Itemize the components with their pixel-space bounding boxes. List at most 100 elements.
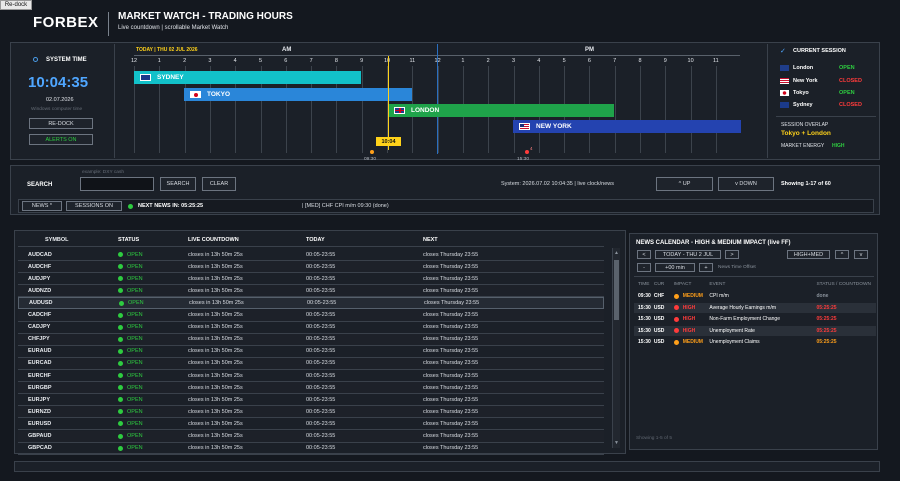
news-toggle-button[interactable]: NEWS * bbox=[22, 201, 62, 211]
table-row[interactable]: GBPAUD OPEN closes in 13h 50m 25s 00:05-23:… bbox=[18, 430, 604, 443]
row-status: OPEN bbox=[118, 397, 188, 403]
overlap-label: SESSION OVERLAP bbox=[781, 122, 829, 128]
sessions-toggle-button[interactable]: SESSIONS ON bbox=[66, 201, 122, 211]
hour-tick bbox=[336, 66, 338, 153]
status-dot-icon bbox=[119, 300, 124, 306]
status-dot-icon bbox=[118, 324, 123, 330]
row-next: closes Thursday 23:55 bbox=[424, 300, 480, 307]
table-row[interactable]: GBPCAD OPEN closes in 13h 50m 25s 00:05-23:… bbox=[18, 443, 604, 455]
redock-button[interactable]: RE-DOCK bbox=[29, 118, 93, 129]
table-row[interactable]: EURNZD OPEN closes in 13h 50m 25s 00:05-23:… bbox=[18, 406, 604, 419]
alerts-button[interactable]: ALERTS ON bbox=[29, 134, 93, 145]
row-countdown: closes in 13h 50m 25s bbox=[188, 312, 243, 318]
table-row[interactable]: EURGBP OPEN closes in 13h 50m 25s 00:05-23:… bbox=[18, 382, 604, 395]
news-impact: HIGH bbox=[673, 305, 710, 311]
header-countdown: LIVE COUNTDOWN bbox=[188, 237, 239, 243]
table-row[interactable]: AUDUSD OPEN closes in 13h 50m 25s 00:05-23:… bbox=[18, 297, 604, 310]
scrollbar-down-icon[interactable]: ▼ bbox=[614, 440, 619, 446]
news-prev-button[interactable]: < bbox=[637, 250, 651, 259]
table-row[interactable]: AUDNZD OPEN closes in 13h 50m 25s 00:05-23:… bbox=[18, 285, 604, 298]
news-time: 15:30 bbox=[638, 327, 651, 334]
row-symbol: EURGBP bbox=[28, 384, 52, 391]
row-today: 00:05-23:55 bbox=[306, 445, 336, 452]
table-row[interactable]: CHFJPY OPEN closes in 13h 50m 25s 00:05-23:… bbox=[18, 333, 604, 346]
table-row[interactable]: CADJPY OPEN closes in 13h 50m 25s 00:05-23:… bbox=[18, 322, 604, 334]
scrollbar-thumb[interactable] bbox=[614, 260, 619, 320]
session-row-sydney: Sydney CLOSED bbox=[780, 100, 880, 110]
table-row[interactable]: EURJPY OPEN closes in 13h 50m 25s 00:05-23:… bbox=[18, 394, 604, 407]
impact-dot-icon bbox=[673, 339, 679, 345]
table-row[interactable]: EURCHF OPEN closes in 13h 50m 25s 00:05-23:… bbox=[18, 370, 604, 382]
hour-label: 5 bbox=[258, 58, 263, 64]
table-row[interactable]: EURAUD OPEN closes in 13h 50m 25s 00:05-23:… bbox=[18, 346, 604, 358]
news-time: 09:30 bbox=[638, 293, 651, 299]
offset-minus-button[interactable]: - bbox=[637, 263, 651, 272]
row-countdown: closes in 13h 50m 25s bbox=[188, 433, 243, 439]
hour-label: 7 bbox=[613, 58, 617, 64]
system-time-value: 10:04:35 bbox=[28, 74, 89, 91]
news-marker-dot bbox=[370, 150, 374, 154]
table-row[interactable]: EURUSD OPEN closes in 13h 50m 25s 00:05-23:… bbox=[18, 418, 604, 431]
row-status-text: OPEN bbox=[127, 251, 143, 258]
offset-plus-button[interactable]: + bbox=[699, 263, 713, 272]
hour-label: 11 bbox=[409, 58, 416, 64]
table-scrollbar[interactable]: ▲ ▼ bbox=[612, 248, 620, 448]
app-logo: FORBEX bbox=[33, 14, 99, 31]
hour-tick bbox=[361, 66, 363, 153]
row-today: 00:05-23:55 bbox=[306, 263, 336, 270]
table-row[interactable]: CADCHF OPEN closes in 13h 50m 25s 00:05-23:… bbox=[18, 309, 604, 322]
news-status: done bbox=[816, 293, 829, 299]
session-bar-label: NEW YORK bbox=[536, 123, 572, 130]
news-range-select[interactable]: TODAY - THU 2 JUL bbox=[655, 250, 721, 259]
offset-value-field[interactable]: +00 min bbox=[655, 263, 695, 272]
news-event: Non-Farm Employment Change bbox=[709, 316, 780, 322]
row-symbol: CADJPY bbox=[28, 324, 51, 331]
news-row[interactable]: 09:30 CHF MEDIUM CPI m/m done bbox=[634, 291, 876, 301]
row-countdown: closes in 13h 50m 25s bbox=[188, 360, 243, 367]
scroll-up-button[interactable]: ^ UP bbox=[656, 177, 713, 191]
table-row[interactable]: AUDJPY OPEN closes in 13h 50m 25s 00:05-23:… bbox=[18, 273, 604, 286]
current-session-title: CURRENT SESSION bbox=[793, 48, 846, 54]
next-news-countdown: NEXT NEWS IN: 05:25:25 bbox=[138, 203, 204, 209]
news-event: Unemployment Rate bbox=[709, 327, 755, 334]
scrollbar-up-icon[interactable]: ▲ bbox=[614, 250, 619, 256]
offset-label: News Time Offset bbox=[718, 265, 756, 270]
row-status-text: OPEN bbox=[127, 445, 143, 452]
news-currency: USD bbox=[653, 327, 665, 334]
row-countdown: closes in 13h 50m 25s bbox=[188, 324, 243, 331]
news-up-button[interactable]: ^ bbox=[835, 250, 849, 259]
news-next-button[interactable]: > bbox=[725, 250, 739, 259]
news-down-button[interactable]: v bbox=[854, 250, 868, 259]
table-row[interactable]: AUDCAD OPEN closes in 13h 50m 25s 00:05-23:… bbox=[18, 249, 604, 261]
clear-button[interactable]: CLEAR bbox=[202, 177, 236, 191]
hour-label: 12 bbox=[130, 58, 138, 64]
status-dot-icon bbox=[118, 445, 123, 451]
status-dot-icon bbox=[118, 264, 123, 270]
row-next: closes Thursday 23:55 bbox=[423, 384, 479, 391]
search-button[interactable]: SEARCH bbox=[160, 177, 196, 191]
hour-label: 9 bbox=[663, 58, 667, 64]
status-dot-icon bbox=[118, 312, 123, 318]
session-bar-sydney: SYDNEY bbox=[134, 71, 361, 84]
news-row[interactable]: 15:30 USD HIGH Average Hourly Earnings m/m 0… bbox=[634, 302, 876, 313]
impact-dot-icon bbox=[673, 316, 679, 322]
row-status: OPEN bbox=[118, 445, 188, 451]
row-countdown: closes in 13h 50m 25s bbox=[188, 336, 243, 343]
news-row[interactable]: 15:30 USD MEDIUM Unemployment Claims 05:25:2… bbox=[634, 337, 876, 347]
news-currency: CHF bbox=[653, 293, 665, 299]
row-today: 00:05-23:55 bbox=[306, 287, 336, 294]
scroll-down-button[interactable]: v DOWN bbox=[718, 177, 774, 191]
table-row[interactable]: AUDCHF OPEN closes in 13h 50m 25s 00:05-23:… bbox=[18, 261, 604, 274]
news-header-cur: CUR bbox=[653, 281, 665, 287]
session-row-tokyo: Tokyo OPEN bbox=[780, 88, 880, 98]
search-input[interactable] bbox=[80, 177, 154, 191]
status-dot-icon bbox=[118, 373, 123, 378]
system-time-label: SYSTEM TIME bbox=[46, 57, 87, 63]
session-bar-newyork: NEW YORK bbox=[513, 120, 741, 133]
news-row[interactable]: 15:30 USD HIGH Non-Farm Employment Change 05… bbox=[634, 314, 876, 324]
news-row[interactable]: 15:30 USD HIGH Unemployment Rate 05:25:25 bbox=[634, 325, 876, 336]
news-filter-select[interactable]: HIGH+MED bbox=[787, 250, 830, 259]
table-row[interactable]: EURCAD OPEN closes in 13h 50m 25s 00:05-23:… bbox=[18, 357, 604, 370]
redock-tab[interactable]: Re-dock bbox=[0, 0, 32, 10]
row-countdown: closes in 13h 50m 25s bbox=[188, 275, 243, 282]
